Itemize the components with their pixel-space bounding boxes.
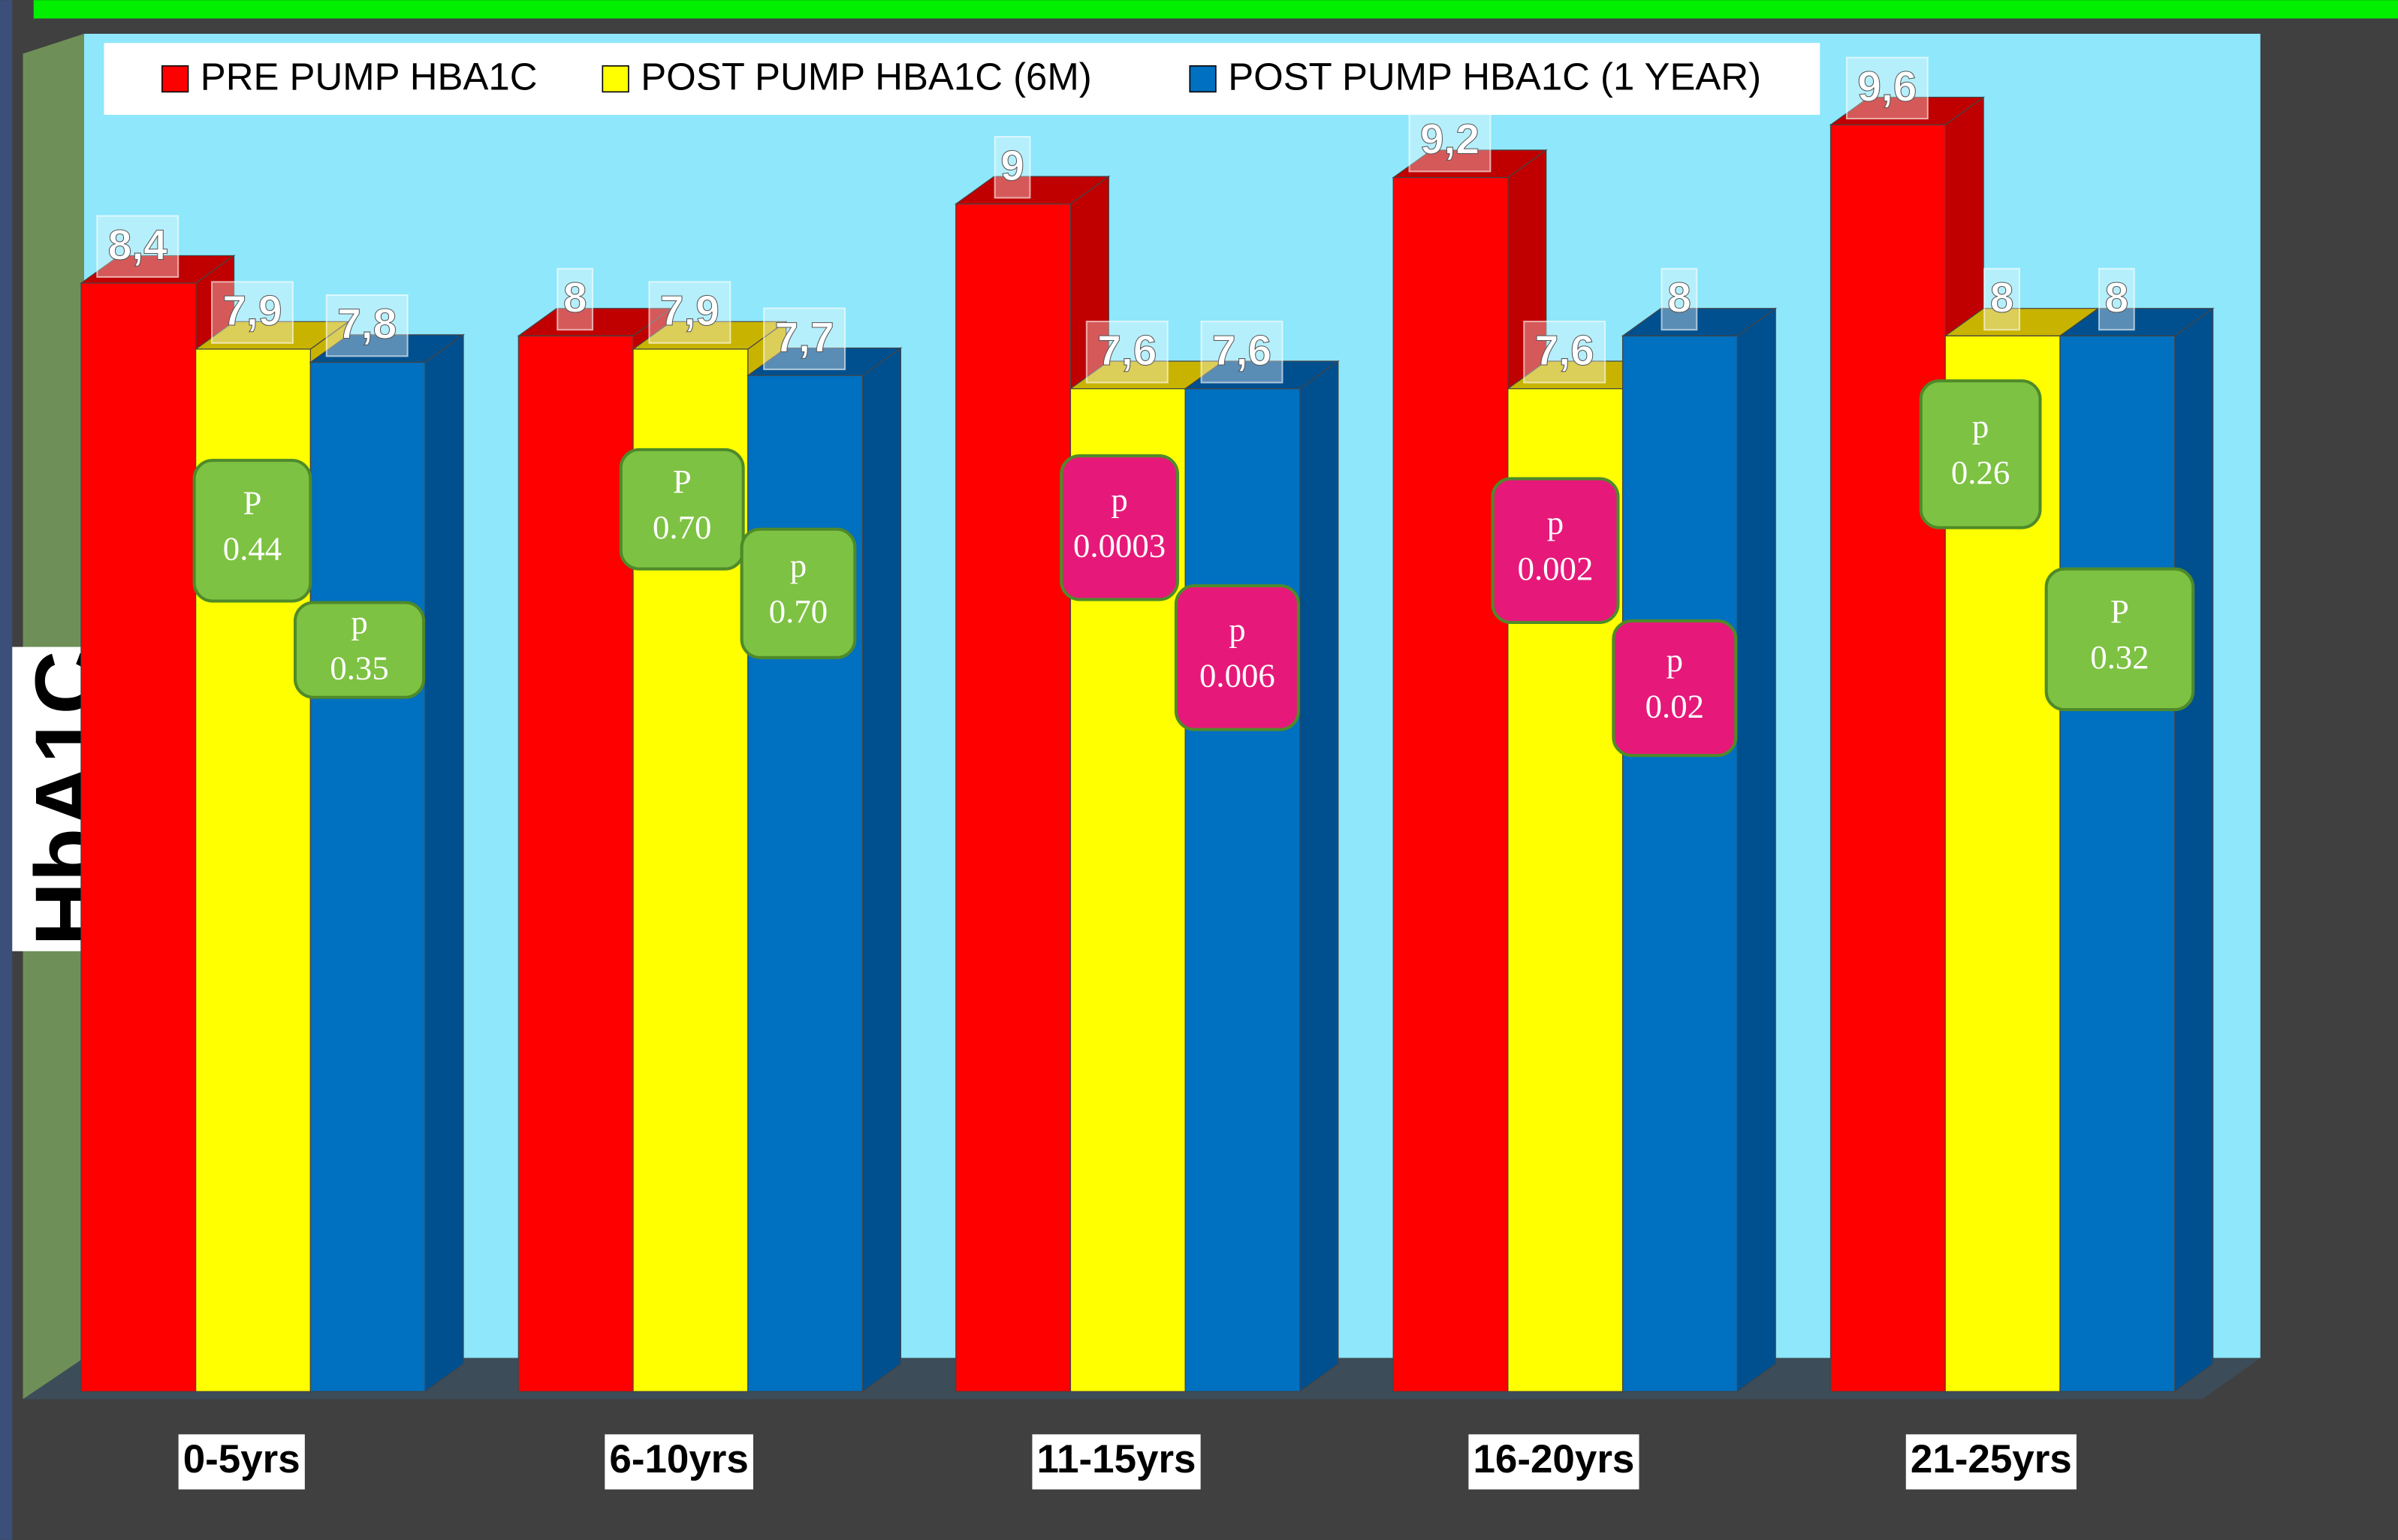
value-label: 7,6	[1097, 327, 1157, 375]
value-label-box	[994, 136, 1031, 199]
value-label-box	[557, 267, 594, 331]
p-value-prefix: P	[673, 463, 692, 500]
p-value-prefix: p	[790, 547, 807, 584]
p-value-text: 0.32	[2090, 638, 2149, 676]
bar-side	[1299, 360, 1339, 1393]
p-value-box	[192, 459, 312, 603]
p-value-prefix: p	[351, 603, 367, 640]
value-label-box	[1845, 56, 1929, 120]
legend-swatch	[161, 65, 189, 93]
bar-side	[1736, 307, 1776, 1393]
legend-label: PRE PUMP HBA1C	[201, 56, 538, 98]
legend-swatch	[602, 65, 629, 93]
value-label-box	[1408, 109, 1492, 173]
value-label-box	[1983, 267, 2021, 331]
value-label-box	[211, 281, 294, 344]
x-tick-box	[1905, 1434, 2077, 1490]
value-label-box	[2098, 267, 2135, 331]
value-label-box	[1200, 321, 1283, 384]
legend	[104, 43, 1820, 115]
value-label-box	[96, 215, 179, 278]
value-label: 7,6	[1535, 327, 1594, 375]
bar-side	[861, 347, 902, 1393]
value-label: 7,9	[660, 287, 719, 335]
bar	[1829, 124, 1946, 1392]
value-label-box	[1661, 267, 1698, 331]
top-bar	[33, 0, 2398, 19]
p-value-prefix: P	[2110, 592, 2129, 630]
value-label-box	[763, 307, 846, 370]
p-value-text: 0.70	[769, 592, 828, 630]
p-value-text: 0.002	[1518, 550, 1594, 587]
bar-side	[424, 333, 464, 1393]
value-label: 8	[1990, 274, 2014, 322]
x-tick-label: 6-10yrs	[609, 1437, 748, 1481]
value-label: 8	[2104, 274, 2128, 322]
x-tick-box	[1468, 1434, 1639, 1490]
p-value-text: 0.44	[223, 530, 282, 568]
value-label: 8	[563, 274, 587, 322]
p-value-text: 0.35	[330, 649, 388, 686]
bar	[1621, 335, 1738, 1392]
p-value-prefix: p	[1972, 408, 1989, 445]
value-label: 7,7	[774, 313, 834, 361]
legend-label: POST PUMP HBA1C (6M)	[641, 56, 1091, 98]
x-tick-label: 16-20yrs	[1473, 1437, 1634, 1481]
p-value-box	[1491, 477, 1620, 625]
value-label: 8	[1667, 274, 1691, 322]
p-value-prefix: p	[1111, 481, 1127, 518]
p-value-box	[619, 448, 745, 571]
p-value-text: 0.02	[1645, 687, 1704, 725]
bar	[1184, 388, 1301, 1392]
value-label: 9,2	[1420, 116, 1480, 164]
p-value-box	[1060, 454, 1180, 601]
x-tick-label: 21-25yrs	[1911, 1437, 2072, 1481]
left-edge	[0, 0, 13, 1540]
p-value-box	[740, 527, 857, 659]
value-label: 7,6	[1212, 327, 1271, 375]
legend-label: POST PUMP HBA1C (1 YEAR)	[1228, 56, 1761, 98]
value-label-box	[1523, 321, 1606, 384]
p-value-box	[2044, 567, 2195, 712]
value-label-box	[648, 281, 731, 344]
x-tick-label: 11-15yrs	[1037, 1437, 1196, 1481]
p-value-text: 0.26	[1951, 454, 2010, 491]
value-label: 7,8	[337, 300, 397, 348]
value-label-box	[325, 294, 409, 357]
p-value-box	[1174, 584, 1300, 731]
p-value-box	[293, 601, 426, 699]
p-value-text: 0.70	[653, 508, 711, 546]
bar	[80, 282, 197, 1392]
p-value-box	[1919, 379, 2042, 529]
value-label: 8,4	[108, 221, 168, 269]
value-label-box	[1085, 321, 1169, 384]
legend-swatch	[1189, 65, 1217, 93]
value-label: 9	[1000, 142, 1024, 190]
bar	[955, 203, 1072, 1392]
p-value-prefix: p	[1667, 641, 1683, 679]
value-label: 7,9	[222, 287, 282, 335]
x-tick-box	[1032, 1434, 1201, 1490]
x-tick-label: 0-5yrs	[183, 1437, 300, 1481]
p-value-box	[1612, 619, 1738, 758]
x-tick-box	[605, 1434, 753, 1490]
p-value-text: 0.0003	[1073, 527, 1166, 565]
bar-side	[2174, 307, 2214, 1393]
bar	[1392, 176, 1509, 1392]
p-value-text: 0.006	[1199, 657, 1275, 695]
p-value-prefix: P	[243, 484, 262, 522]
bar	[2059, 335, 2176, 1392]
value-label: 9,6	[1857, 62, 1917, 110]
bar	[309, 361, 426, 1392]
p-value-prefix: p	[1229, 611, 1245, 649]
bar	[517, 335, 634, 1392]
p-value-prefix: p	[1547, 504, 1564, 541]
x-tick-box	[178, 1434, 305, 1490]
